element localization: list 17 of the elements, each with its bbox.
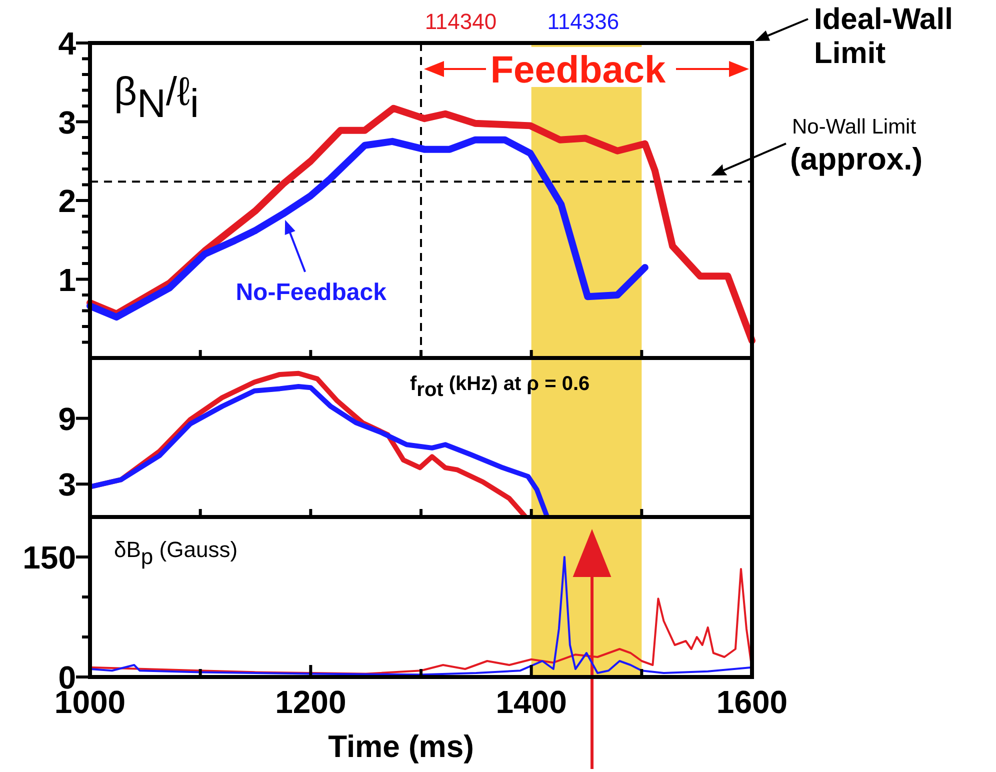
annotation: Feedback <box>490 50 667 92</box>
x-tick-label: 1200 <box>275 684 346 720</box>
y-tick-label: 1 <box>58 262 76 298</box>
text: 114336 <box>547 9 620 34</box>
y-tick-label: 2 <box>58 183 76 220</box>
text: Ideal-Wall Limit <box>814 3 953 70</box>
x-tick-label: 1400 <box>496 684 567 720</box>
x-tick-label: 1600 <box>716 684 788 720</box>
y-tick-label: 150 <box>22 540 76 576</box>
y-tick-label: 3 <box>58 104 76 140</box>
y-tick-label: 4 <box>58 26 76 62</box>
x-axis-title: Time (ms) <box>328 729 474 764</box>
y-tick-label: 9 <box>58 400 76 437</box>
annotation: No-Wall Limit (approx.) <box>790 116 923 177</box>
annotation: No-Feedback <box>236 278 388 306</box>
y-tick-label: 3 <box>58 466 76 503</box>
text: 114340 <box>424 9 497 34</box>
